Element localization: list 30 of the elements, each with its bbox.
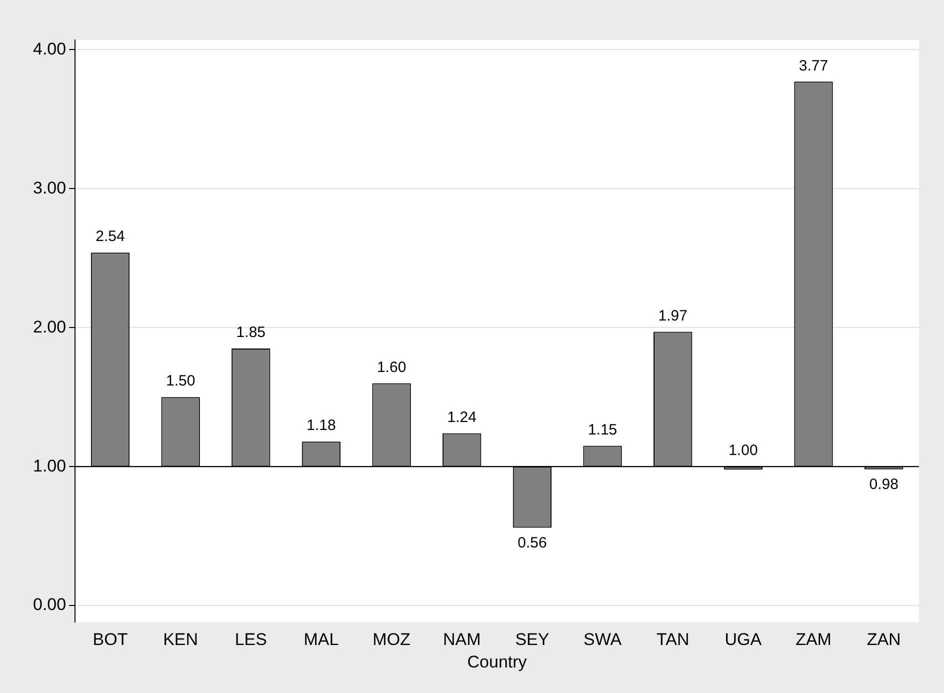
x-tick-label: ZAM (796, 630, 832, 650)
x-tick-label: MOZ (372, 630, 410, 650)
y-tick-label: 2.00 (32, 317, 66, 336)
data-label: 1.18 (306, 417, 336, 434)
data-label: 1.50 (166, 372, 196, 390)
x-tick-label: TAN (656, 630, 690, 650)
y-tick-label: 3.00 (32, 178, 66, 198)
x-tick-label: SEY (515, 630, 550, 650)
data-label: 1.24 (447, 408, 476, 426)
data-label: 1.15 (588, 421, 618, 438)
data-label: 1.00 (728, 442, 758, 460)
data-label: 0.98 (869, 476, 898, 493)
data-label: 1.60 (376, 358, 406, 376)
x-tick-label: UGA (724, 630, 762, 650)
data-label: 3.77 (798, 57, 828, 74)
y-tick-label: 0.00 (32, 595, 66, 614)
x-tick-label: LES (234, 630, 267, 650)
data-label: 1.97 (658, 307, 688, 324)
y-tick-label: 4.00 (32, 39, 66, 58)
x-axis-title: Country (467, 652, 528, 672)
data-label: 1.85 (236, 324, 266, 342)
x-tick-label: KEN (163, 630, 198, 650)
data-label: 0.56 (518, 534, 547, 552)
x-tick-label: SWA (583, 630, 622, 650)
x-tick-label: ZAN (866, 630, 901, 650)
x-tick-label: BOT (92, 630, 128, 650)
x-tick-label: NAM (442, 630, 481, 650)
y-tick-label: 1.00 (32, 456, 66, 476)
data-label: 2.54 (96, 228, 125, 246)
x-tick-label: MAL (304, 630, 339, 650)
